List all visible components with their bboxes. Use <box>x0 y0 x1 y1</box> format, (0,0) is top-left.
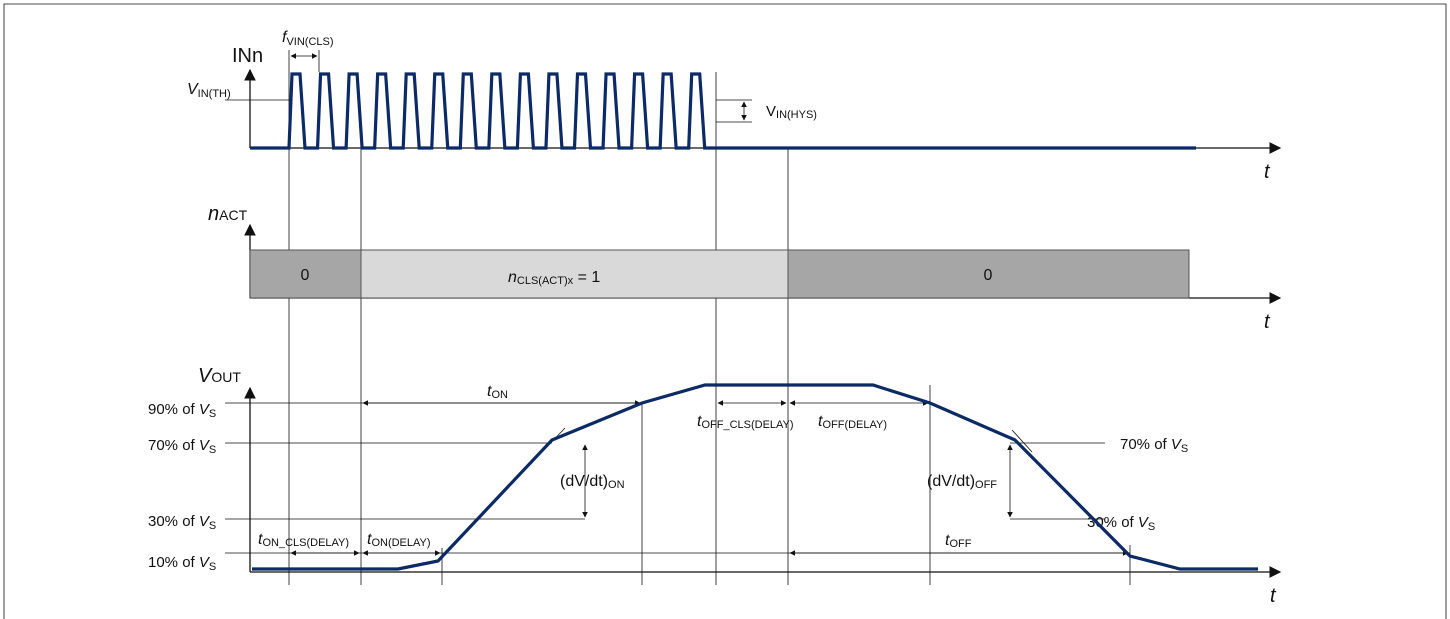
level-90-label: 90% of VS <box>148 401 216 420</box>
tangent-off <box>1011 429 1033 453</box>
t-off-delay-label: tOFF(DELAY) <box>818 413 887 431</box>
vin-th-label: VIN(TH) <box>187 81 231 100</box>
t-off-label: tOFF <box>945 532 972 550</box>
frame <box>3 3 1447 619</box>
nact-left-value: 0 <box>301 267 310 284</box>
t-on-cls-delay-label: tON_CLS(DELAY) <box>258 531 349 549</box>
nact-right-value: 0 <box>984 267 993 284</box>
freq-label: fVIN(CLS) <box>282 29 334 48</box>
level-30-label: 30% of VS <box>148 513 216 532</box>
nact-segment-left <box>249 249 362 299</box>
nact-segment-middle <box>360 249 789 299</box>
inn-t-label: t <box>1264 161 1271 183</box>
level-70-right-label: 70% of VS <box>1120 436 1188 455</box>
t-off-cls-delay-label: tOFF_CLS(DELAY) <box>697 413 794 431</box>
nact-label: nACT <box>208 203 248 225</box>
slew-off-label: (dV/dt)OFF <box>927 473 997 491</box>
vout-label: VOUT <box>198 365 241 387</box>
nact-middle-value: nCLS(ACT)x = 1 <box>508 269 600 287</box>
level-10-label: 10% of VS <box>148 554 216 573</box>
nact-t-label: t <box>1264 311 1271 333</box>
inn-panel: INn t VIN(TH) fVIN(CLS) VIN(HYS) <box>187 29 1282 183</box>
inn-pulse-train <box>250 72 1196 150</box>
reference-lines <box>288 72 1131 585</box>
vout-panel: VOUT t 90% of VS 70% of VS 30% of VS 10%… <box>148 365 1282 607</box>
slew-on-label: (dV/dt)ON <box>560 473 625 491</box>
t-on-label: tON <box>487 383 508 401</box>
t-on-delay-label: tON(DELAY) <box>367 531 431 549</box>
vout-t-label: t <box>1270 585 1277 607</box>
nact-segment-right <box>787 249 1190 299</box>
nact-panel: nACT t 0 nCLS(ACT)x = 1 0 <box>208 203 1282 333</box>
level-70-label: 70% of VS <box>148 437 216 456</box>
inn-label: INn <box>232 45 263 67</box>
vin-hys-label: VIN(HYS) <box>766 103 817 121</box>
vout-waveform <box>252 383 1258 571</box>
